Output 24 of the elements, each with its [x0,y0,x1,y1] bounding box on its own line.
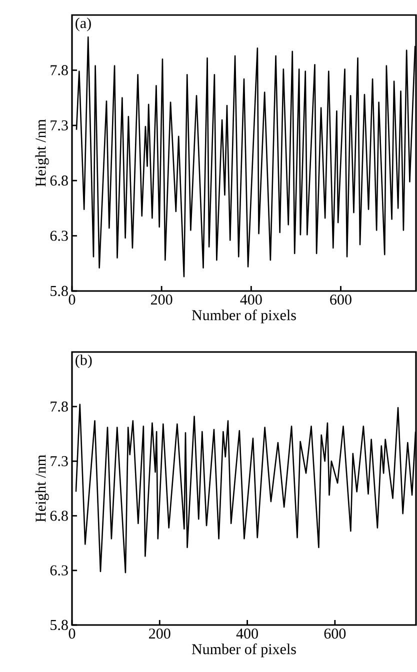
y-tick-label: 5.8 [50,286,68,296]
y-axis-title: Height /nm [35,454,49,522]
x-tick-label: 0 [68,628,76,639]
y-tick-label: 7.3 [50,120,68,130]
x-tick-label: 0 [68,294,76,305]
annotation: (b) [76,354,92,368]
x-tick-label: 600 [330,294,352,305]
y-tick-label: 6.3 [50,565,68,576]
y-axis-title: Height /nm [35,119,49,187]
y-tick-label: 7.8 [50,65,68,76]
y-tick-label: 6.8 [50,510,68,521]
y-tick-label: 7.8 [50,402,68,412]
x-tick-label: 200 [149,628,170,639]
y-tick-label: 6.3 [50,230,68,241]
annotation: (a) [76,18,91,32]
y-tick-label: 5.8 [50,620,68,630]
y-tick-label: 6.8 [50,176,68,186]
x-axis-title: Number of pixels [192,644,296,658]
y-tick-label: 7.3 [50,456,68,466]
x-tick-label: 200 [150,294,172,305]
x-axis-title: Number of pixels [192,310,296,324]
x-tick-label: 400 [236,628,258,639]
x-tick-label: 600 [324,628,346,639]
x-tick-label: 400 [240,294,262,305]
